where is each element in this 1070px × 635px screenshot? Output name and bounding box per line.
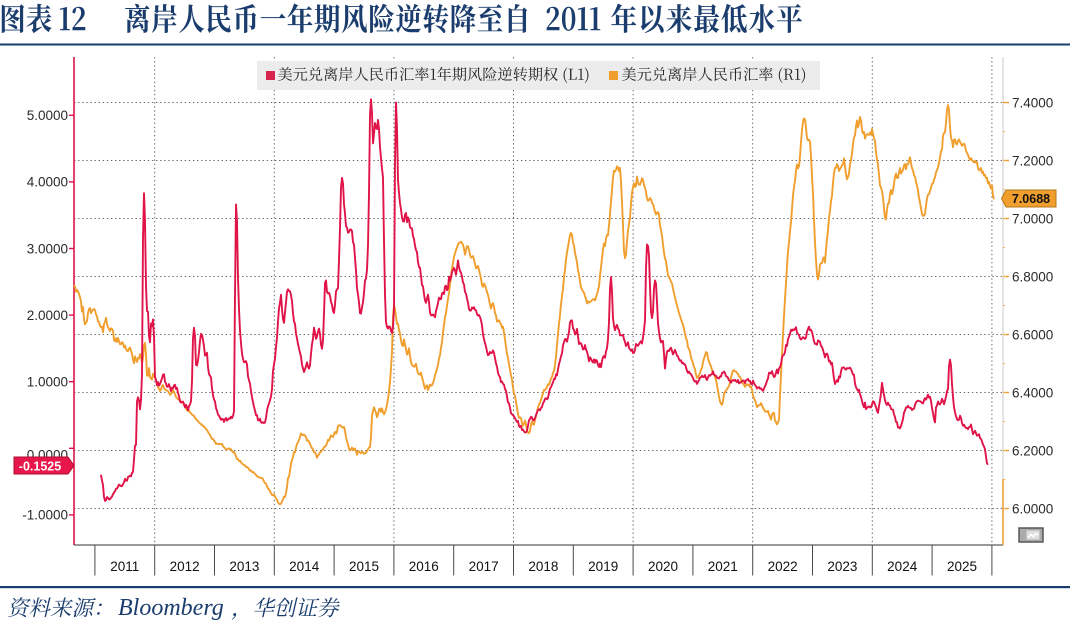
svg-text:2022: 2022 bbox=[768, 559, 798, 574]
svg-text:7.0688: 7.0688 bbox=[1012, 192, 1050, 206]
svg-text:-1.0000: -1.0000 bbox=[22, 508, 68, 523]
svg-text:2012: 2012 bbox=[170, 559, 200, 574]
svg-text:2021: 2021 bbox=[708, 559, 738, 574]
svg-text:5.0000: 5.0000 bbox=[27, 108, 68, 123]
svg-text:6.2000: 6.2000 bbox=[1012, 443, 1053, 458]
svg-text:7.2000: 7.2000 bbox=[1012, 153, 1053, 168]
svg-text:2020: 2020 bbox=[648, 559, 678, 574]
svg-text:2019: 2019 bbox=[588, 559, 618, 574]
svg-text:2024: 2024 bbox=[887, 559, 918, 574]
svg-text:2014: 2014 bbox=[289, 559, 320, 574]
svg-text:6.4000: 6.4000 bbox=[1012, 385, 1053, 400]
svg-text:6.0000: 6.0000 bbox=[1012, 501, 1053, 516]
svg-text:2023: 2023 bbox=[827, 559, 857, 574]
svg-text:2011: 2011 bbox=[110, 559, 139, 574]
svg-text:7.4000: 7.4000 bbox=[1012, 95, 1053, 110]
svg-text:2016: 2016 bbox=[409, 559, 439, 574]
svg-text:3.0000: 3.0000 bbox=[27, 241, 68, 256]
svg-text:2025: 2025 bbox=[947, 559, 977, 574]
svg-text:2013: 2013 bbox=[229, 559, 259, 574]
svg-text:7.0000: 7.0000 bbox=[1012, 211, 1053, 226]
svg-text:-0.1525: -0.1525 bbox=[19, 459, 61, 473]
svg-text:6.6000: 6.6000 bbox=[1012, 327, 1053, 342]
svg-text:2.0000: 2.0000 bbox=[27, 308, 68, 323]
svg-text:2018: 2018 bbox=[528, 559, 558, 574]
svg-text:4.0000: 4.0000 bbox=[27, 175, 68, 190]
svg-text:6.8000: 6.8000 bbox=[1012, 269, 1053, 284]
svg-text:2015: 2015 bbox=[349, 559, 379, 574]
svg-text:2017: 2017 bbox=[469, 559, 499, 574]
svg-text:Bloomberg: Bloomberg bbox=[118, 595, 224, 621]
svg-text:1.0000: 1.0000 bbox=[27, 375, 68, 390]
